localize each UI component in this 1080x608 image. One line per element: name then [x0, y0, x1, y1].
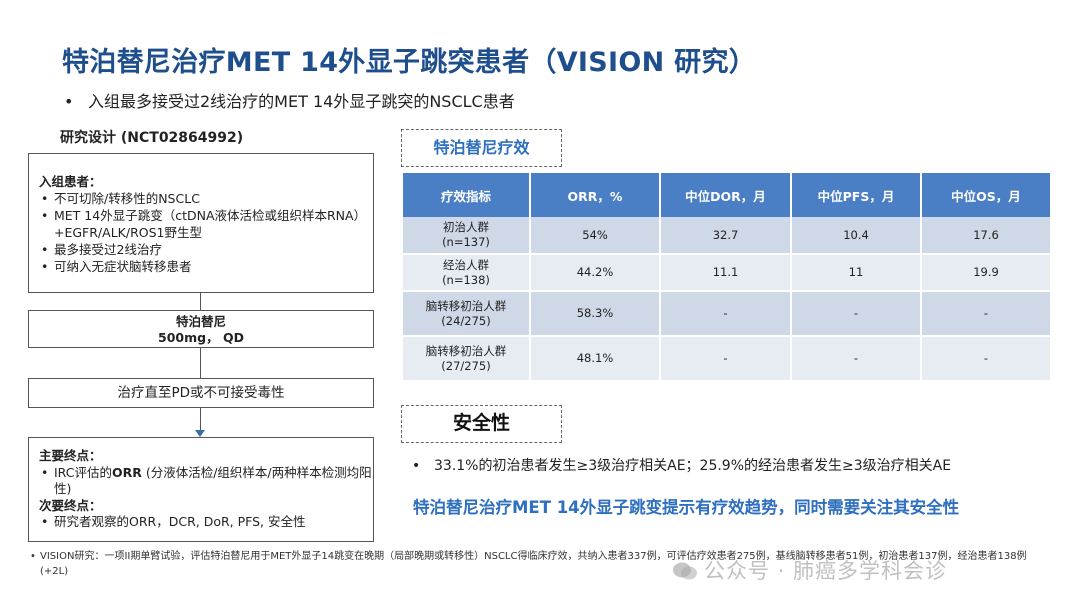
- group-name: 初治人群: [443, 220, 489, 234]
- group-n: (27/275): [441, 358, 491, 373]
- group-n: (24/275): [441, 313, 491, 328]
- column-header: ORR，%: [530, 173, 661, 217]
- group-name: 经治人群: [443, 257, 489, 272]
- dor-cell: -: [660, 291, 792, 337]
- orr-cell: 54%: [530, 217, 661, 255]
- efficacy-label: 特泊替尼疗效: [401, 129, 562, 167]
- orr-cell: 44.2%: [530, 254, 661, 292]
- wechat-icon: [673, 562, 697, 580]
- primary-suffix: (分液体活检/组织样本/两种样本检测均阳性): [54, 464, 372, 497]
- watermark-text: 公众号 · 肺癌多学科会诊: [704, 559, 948, 583]
- pfs-cell: -: [791, 336, 922, 382]
- primary-orr: ORR: [111, 464, 142, 480]
- drug-box: 特泊替尼 500mg， QD: [28, 310, 374, 348]
- primary-item: IRC评估的ORR (分液体活检/组织样本/两种样本检测均阳性): [39, 465, 373, 498]
- efficacy-table: 疗效指标 ORR，% 中位DOR，月 中位PFS，月 中位OS，月 初治人群 (n…: [403, 173, 1050, 382]
- os-cell: 19.9: [921, 254, 1050, 292]
- conclusion-text: 特泊替尼治疗MET 14外显子跳变提示有疗效趋势，同时需要关注其安全性: [413, 498, 960, 517]
- primary-prefix: IRC评估的: [54, 464, 112, 480]
- primary-list: IRC评估的ORR (分液体活检/组织样本/两种样本检测均阳性): [39, 465, 373, 498]
- enroll-item: MET 14外显子跳变（ctDNA液体活检或组织样本RNA）+EGFR/ALK/…: [39, 207, 373, 241]
- dor-cell: 32.7: [660, 217, 792, 255]
- safety-label: 安全性: [401, 405, 562, 443]
- flow-connector: [200, 408, 201, 430]
- os-cell: -: [921, 291, 1050, 337]
- pfs-cell: 11: [791, 254, 922, 292]
- footnote: • VISION研究：一项II期单臂试验，评估特泊替尼用于MET外显子14跳变在…: [30, 551, 1027, 577]
- page-title: 特泊替尼治疗MET 14外显子跳突患者（VISION 研究）: [62, 47, 757, 78]
- column-header: 中位PFS，月: [791, 173, 922, 217]
- table-row: 脑转移初治人群 (27/275) 48.1% - - -: [403, 336, 1050, 382]
- dor-cell: -: [660, 336, 792, 382]
- group-cell: 脑转移初治人群 (27/275): [403, 336, 531, 382]
- pfs-cell: -: [791, 291, 922, 337]
- secondary-header: 次要终点：: [39, 497, 102, 513]
- group-cell: 初治人群 (n=137): [403, 217, 531, 255]
- table-row: 初治人群 (n=137) 54% 32.7 10.4 17.6: [403, 217, 1050, 255]
- enroll-item: 不可切除/转移性的NSCLC: [39, 190, 373, 207]
- drug-dose: 500mg， QD: [158, 330, 244, 345]
- watermark: 公众号 · 肺癌多学科会诊: [672, 555, 947, 585]
- top-bullet-text: 入组最多接受过2线治疗的MET 14外显子跳突的NSCLC患者: [88, 92, 515, 111]
- flow-arrow-icon: [195, 430, 205, 437]
- column-header: 疗效指标: [403, 173, 531, 217]
- os-cell: -: [921, 336, 1050, 382]
- footnote-text: VISION研究：一项II期单臂试验，评估特泊替尼用于MET外显子14跳变在晚期…: [40, 551, 1027, 577]
- secondary-list: 研究者观察的ORR，DCR, DoR, PFS, 安全性: [39, 514, 373, 531]
- orr-cell: 58.3%: [530, 291, 661, 337]
- group-cell: 脑转移初治人群 (24/275): [403, 291, 531, 337]
- flow-connector: [200, 293, 201, 310]
- flow-connector: [200, 348, 201, 378]
- dor-cell: 11.1: [660, 254, 792, 292]
- endpoints-box: 主要终点： IRC评估的ORR (分液体活检/组织样本/两种样本检测均阳性) 次…: [28, 437, 374, 542]
- safety-bullet: • 33.1%的初治患者发生≥3级治疗相关AE；25.9%的经治患者发生≥3级治疗…: [412, 458, 952, 474]
- enroll-item: 可纳入无症状脑转移患者: [39, 258, 373, 275]
- group-name: 脑转移初治人群: [425, 298, 507, 313]
- os-cell: 17.6: [921, 217, 1050, 255]
- orr-cell: 48.1%: [530, 336, 661, 382]
- secondary-item: 研究者观察的ORR，DCR, DoR, PFS, 安全性: [39, 514, 373, 531]
- group-n: (n=137): [442, 235, 490, 249]
- table-row: 经治人群 (n=138) 44.2% 11.1 11 19.9: [403, 254, 1050, 292]
- column-header: 中位OS，月: [921, 173, 1050, 217]
- treatment-box: 治疗直至PD或不可接受毒性: [28, 378, 374, 408]
- drug-name: 特泊替尼: [175, 314, 226, 329]
- primary-header: 主要终点：: [39, 448, 102, 463]
- column-header: 中位DOR，月: [660, 173, 792, 217]
- top-bullet: • 入组最多接受过2线治疗的MET 14外显子跳突的NSCLC患者: [64, 92, 515, 111]
- enroll-item: 最多接受过2线治疗: [39, 241, 373, 258]
- group-n: (n=138): [442, 272, 490, 287]
- group-name: 脑转移初治人群: [425, 343, 507, 358]
- enroll-list: 不可切除/转移性的NSCLC MET 14外显子跳变（ctDNA液体活检或组织样…: [39, 190, 373, 275]
- group-cell: 经治人群 (n=138): [403, 254, 531, 292]
- design-title: 研究设计 (NCT02864992): [60, 130, 244, 146]
- table-row: 脑转移初治人群 (24/275) 58.3% - - -: [403, 291, 1050, 337]
- safety-text: 33.1%的初治患者发生≥3级治疗相关AE；25.9%的经治患者发生≥3级治疗相…: [434, 458, 952, 474]
- enroll-header: 入组患者：: [39, 174, 102, 189]
- pfs-cell: 10.4: [791, 217, 922, 255]
- enrollment-box: 入组患者： 不可切除/转移性的NSCLC MET 14外显子跳变（ctDNA液体…: [28, 153, 374, 293]
- table-header-row: 疗效指标 ORR，% 中位DOR，月 中位PFS，月 中位OS，月: [403, 173, 1050, 217]
